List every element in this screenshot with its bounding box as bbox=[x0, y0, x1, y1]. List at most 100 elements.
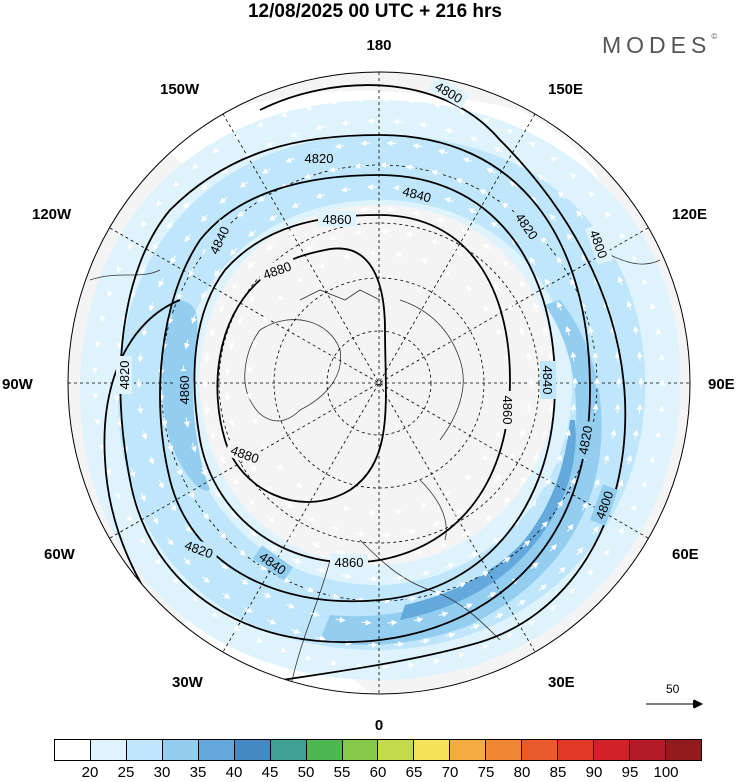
wind-vector bbox=[228, 416, 235, 427]
wind-vector bbox=[268, 214, 278, 221]
wind-vector bbox=[219, 196, 228, 204]
wind-vector bbox=[292, 557, 302, 564]
wind-vector bbox=[458, 652, 466, 659]
wind-vector bbox=[420, 638, 430, 645]
wind-vector bbox=[328, 166, 339, 173]
wind-vector bbox=[239, 181, 249, 188]
wind-vector bbox=[304, 586, 315, 593]
wind-vector bbox=[556, 301, 563, 311]
wind-vector bbox=[201, 183, 210, 191]
wind-vector bbox=[502, 556, 511, 564]
wind-vector bbox=[454, 509, 464, 516]
wind-band-max bbox=[400, 420, 576, 620]
wind-vector bbox=[482, 118, 490, 124]
wind-vector bbox=[311, 541, 321, 548]
wind-vector bbox=[184, 524, 192, 533]
reference-vector-label: 50 bbox=[666, 682, 680, 696]
contour-label-4860-bottom: 4860 bbox=[335, 555, 364, 570]
wind-vector bbox=[152, 515, 159, 525]
wind-vector bbox=[161, 417, 168, 427]
wind-vector bbox=[287, 229, 297, 236]
wind-vector bbox=[248, 529, 257, 537]
wind-vector bbox=[334, 143, 345, 150]
wind-vector bbox=[261, 442, 267, 450]
wind-vector bbox=[257, 195, 267, 202]
wind-vector bbox=[94, 418, 101, 426]
wind-vector bbox=[261, 168, 271, 174]
wind-vector bbox=[581, 254, 588, 264]
wind-vector bbox=[576, 210, 583, 219]
wind-vector bbox=[156, 199, 163, 207]
wind-vector bbox=[444, 128, 455, 134]
colorbar-cell bbox=[126, 740, 163, 760]
wind-vector bbox=[315, 192, 326, 199]
wind-vector bbox=[529, 500, 537, 509]
wind-vector bbox=[494, 474, 501, 483]
contour-label-4820-left: 4820 bbox=[117, 361, 132, 390]
wind-vector bbox=[558, 566, 566, 575]
wind-vector bbox=[394, 575, 405, 582]
colorbar-cell bbox=[162, 740, 199, 760]
wind-vector bbox=[204, 352, 210, 363]
wind-vector bbox=[519, 428, 525, 439]
colorbar-tick-label: 30 bbox=[153, 764, 171, 781]
wind-vector bbox=[461, 229, 471, 236]
wind-vector bbox=[229, 340, 235, 351]
wind-vector bbox=[431, 521, 441, 528]
wind-vector bbox=[354, 229, 365, 236]
wind-vector bbox=[128, 242, 134, 250]
wind-vector bbox=[141, 430, 148, 440]
wind-vector bbox=[141, 220, 148, 228]
colorbar-cell bbox=[55, 740, 91, 760]
contour-4800 bbox=[103, 84, 627, 692]
wind-vector bbox=[256, 121, 264, 127]
wind-vector bbox=[237, 549, 246, 556]
wind-vector bbox=[190, 595, 198, 602]
wind-vector bbox=[419, 122, 429, 129]
wind-vector bbox=[486, 168, 496, 174]
wind-vector bbox=[315, 124, 326, 131]
wind-vector bbox=[303, 173, 314, 180]
wind-vector bbox=[444, 197, 454, 204]
wind-vector bbox=[116, 417, 123, 428]
wind-vector bbox=[548, 351, 555, 362]
wind-vector bbox=[630, 504, 636, 512]
wind-vector bbox=[114, 492, 121, 500]
wind-vector bbox=[330, 660, 338, 666]
wind-vector bbox=[437, 218, 447, 225]
wind-vector bbox=[481, 454, 488, 462]
wind-vector bbox=[232, 281, 239, 290]
wind-vector bbox=[172, 577, 179, 585]
wind-vector bbox=[658, 405, 665, 412]
colorbar-ticks: 20 25 30 35 40 45 50 55 60 65 70 75 80 85 90 95 100 bbox=[54, 764, 702, 782]
wind-vector bbox=[412, 210, 423, 217]
wind-vector bbox=[219, 562, 228, 570]
wind-vector bbox=[454, 250, 463, 257]
wind-vector bbox=[464, 474, 472, 482]
contour-4820 bbox=[119, 134, 591, 644]
colorbar-tick-label: 40 bbox=[225, 764, 243, 781]
lon-label-120e: 120E bbox=[672, 206, 707, 223]
wind-vector bbox=[183, 557, 191, 566]
wind-vector bbox=[296, 276, 304, 283]
contour-label-4820-top: 4820 bbox=[305, 151, 334, 166]
wind-vector bbox=[237, 316, 244, 326]
wind-vector bbox=[508, 452, 515, 462]
colorbar-tick-label: 45 bbox=[261, 764, 279, 781]
wind-vector bbox=[148, 455, 155, 465]
wind-vector bbox=[455, 178, 466, 184]
colorbar-cell bbox=[414, 740, 451, 760]
wind-vector bbox=[632, 429, 639, 440]
colorbar-tick-label: 75 bbox=[477, 764, 495, 781]
wind-vector bbox=[219, 303, 226, 313]
wind-vector bbox=[395, 251, 402, 258]
wind-vector bbox=[570, 351, 577, 362]
wind-vector bbox=[310, 611, 321, 617]
colorbar-cell bbox=[342, 740, 379, 760]
colorbar-tick-label: 20 bbox=[81, 764, 99, 781]
wind-vector bbox=[233, 133, 241, 139]
wind-vector bbox=[592, 351, 599, 362]
wind-vector bbox=[219, 531, 227, 539]
wind-vector bbox=[550, 156, 557, 163]
wind-vector bbox=[445, 632, 456, 639]
